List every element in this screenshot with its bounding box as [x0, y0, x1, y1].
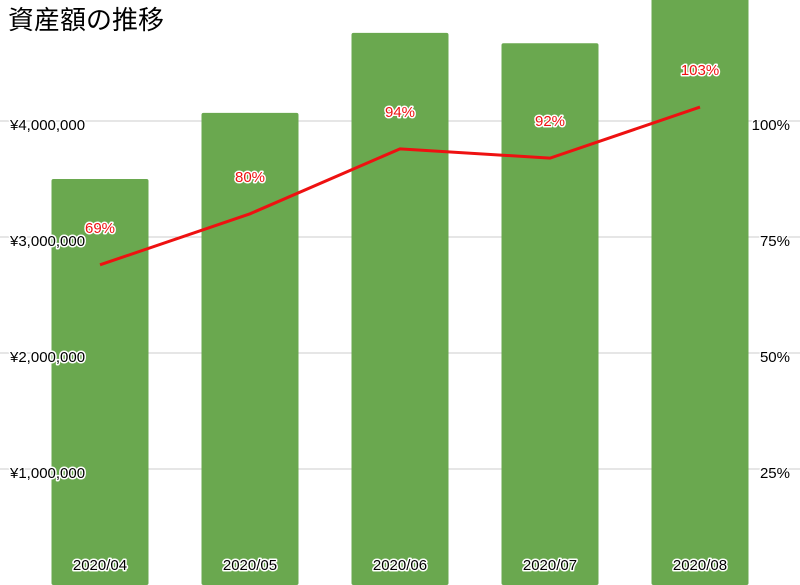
x-tick-label: 2020/06 [373, 557, 427, 574]
labels: ¥1,000,000 ¥2,000,000 ¥3,000,000 ¥4,000,000… [8, 61, 792, 576]
bar [201, 112, 299, 585]
y2-tick-label: 50% [760, 349, 790, 366]
y2-tick-label: 75% [760, 233, 790, 250]
bar [501, 43, 599, 585]
x-tick-label: 2020/05 [223, 557, 277, 574]
y2-tick-label: 100% [752, 117, 790, 134]
bar [651, 0, 749, 585]
y2-tick-label: 25% [760, 465, 790, 482]
y-tick-label: ¥3,000,000 [9, 233, 85, 250]
marks [51, 0, 749, 585]
data-label: 92% [535, 113, 565, 130]
line [99, 105, 701, 267]
chart-title: 資産額の推移 [8, 6, 164, 36]
data-label: 94% [385, 104, 415, 121]
y-tick-label: ¥4,000,000 [9, 117, 85, 134]
x-tick-label: 2020/04 [73, 557, 127, 574]
data-label: 80% [235, 169, 265, 186]
bar [351, 32, 449, 585]
data-label: 103% [681, 62, 719, 79]
bar [51, 179, 149, 585]
y-tick-label: ¥1,000,000 [9, 465, 85, 482]
x-tick-label: 2020/08 [673, 557, 727, 574]
y-tick-label: ¥2,000,000 [9, 349, 85, 366]
x-tick-label: 2020/07 [523, 557, 577, 574]
data-label: 69% [85, 220, 115, 237]
